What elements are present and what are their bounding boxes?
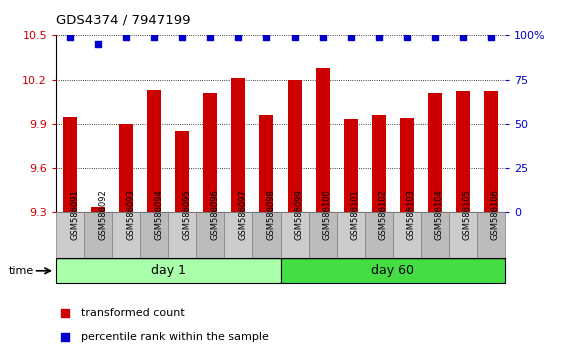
Bar (91, 206, 105, 212)
Bar (287, 80, 301, 212)
Point (486, 34, 495, 40)
Bar (477, 212, 505, 258)
Bar (399, 118, 413, 212)
Bar (56, 258, 280, 283)
Bar (365, 212, 393, 258)
Text: GSM586092: GSM586092 (98, 189, 107, 240)
Text: GSM586097: GSM586097 (238, 189, 247, 240)
Bar (224, 212, 252, 258)
Point (150, 34, 159, 40)
Point (430, 34, 439, 40)
Bar (280, 258, 505, 283)
Text: GSM586096: GSM586096 (210, 189, 219, 240)
Bar (252, 212, 280, 258)
Point (290, 34, 299, 40)
Text: GSM586102: GSM586102 (379, 189, 388, 240)
Text: GSM586101: GSM586101 (351, 189, 360, 240)
Point (318, 34, 327, 40)
Point (402, 34, 411, 40)
Bar (315, 68, 329, 212)
Bar (168, 212, 196, 258)
Bar (56, 212, 84, 258)
Point (66, 34, 75, 40)
Point (262, 34, 271, 40)
Bar (84, 212, 112, 258)
Bar (309, 212, 337, 258)
Bar (140, 212, 168, 258)
Text: transformed count: transformed count (81, 308, 185, 318)
Text: GSM586100: GSM586100 (323, 189, 332, 240)
Point (458, 34, 467, 40)
Point (61, 334, 70, 339)
Text: GSM586094: GSM586094 (154, 189, 163, 240)
Bar (456, 91, 470, 212)
Text: GSM586104: GSM586104 (435, 189, 444, 240)
Text: GSM586099: GSM586099 (295, 189, 304, 240)
Bar (63, 116, 77, 212)
Point (346, 34, 355, 40)
Bar (427, 93, 442, 212)
Bar (337, 212, 365, 258)
Bar (196, 212, 224, 258)
Bar (231, 78, 246, 212)
Bar (259, 115, 273, 212)
Point (374, 34, 383, 40)
Point (61, 310, 70, 315)
Text: GSM586105: GSM586105 (463, 189, 472, 240)
Point (94, 41, 103, 47)
Bar (393, 212, 421, 258)
Text: percentile rank within the sample: percentile rank within the sample (81, 332, 269, 342)
Text: GSM586103: GSM586103 (407, 189, 416, 240)
Bar (203, 93, 217, 212)
Text: GSM586106: GSM586106 (491, 189, 500, 240)
Bar (175, 131, 189, 212)
Text: GSM586098: GSM586098 (266, 189, 275, 240)
Bar (421, 212, 449, 258)
Bar (119, 124, 133, 212)
Bar (280, 212, 309, 258)
Bar (147, 90, 162, 212)
Bar (371, 115, 385, 212)
Text: time: time (8, 266, 34, 276)
Text: GDS4374 / 7947199: GDS4374 / 7947199 (56, 13, 191, 27)
Text: GSM586091: GSM586091 (70, 189, 79, 240)
Bar (484, 91, 498, 212)
Point (122, 34, 131, 40)
Text: day 1: day 1 (151, 264, 186, 277)
Text: day 60: day 60 (371, 264, 414, 277)
Point (178, 34, 187, 40)
Point (206, 34, 215, 40)
Bar (343, 120, 357, 212)
Text: GSM586095: GSM586095 (182, 189, 191, 240)
Text: GSM586093: GSM586093 (126, 189, 135, 240)
Point (234, 34, 243, 40)
Bar (112, 212, 140, 258)
Bar (449, 212, 477, 258)
